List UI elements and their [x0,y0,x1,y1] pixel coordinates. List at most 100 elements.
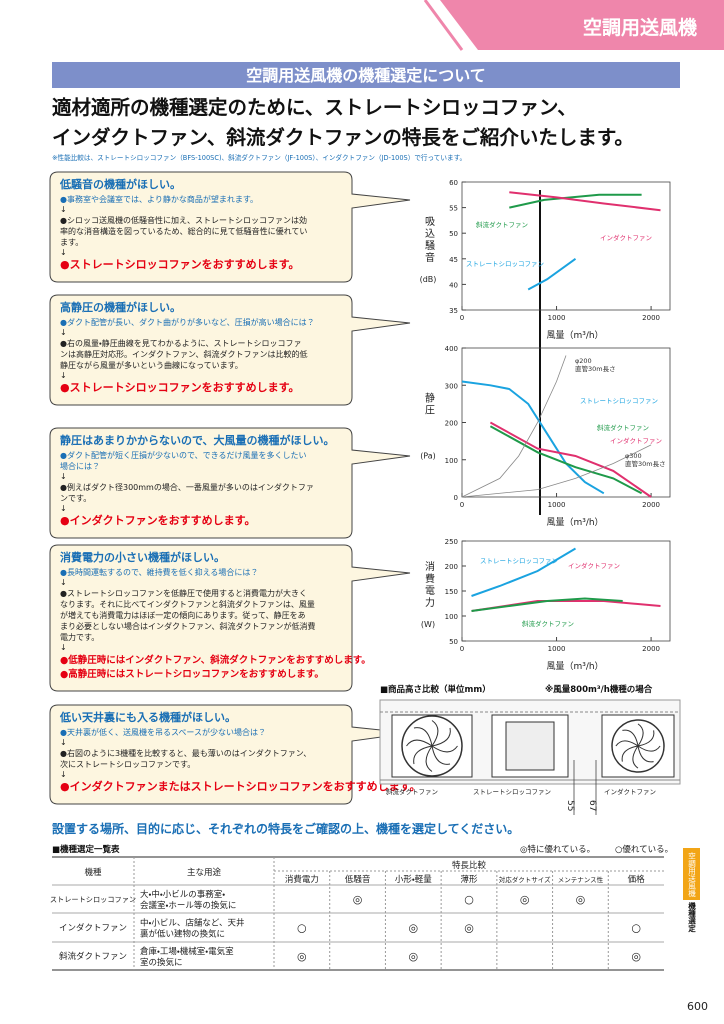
compare-note: ※風量800m³/h機種の場合 [545,684,653,695]
card: 高静圧の機種がほしい。 ●ダクト配管が長い、ダクト曲がりが多いなど、圧損が高い場合… [49,294,411,406]
compare-label: 斜流ダクトファン [386,787,438,796]
fan-blade [637,730,655,747]
fan-blade [431,745,458,753]
fan-blade [622,729,639,747]
x-tick-label: 1000 [548,501,566,509]
compare-label: ストレートシロッコファン [473,788,551,796]
card-arrow: ↓ [60,643,67,652]
fan-blade [632,745,639,769]
header-tab: 空調用送風機 [583,16,697,39]
x-tick-label: 1000 [548,645,566,653]
y-axis-label: 静圧 [423,391,435,416]
fan-blade [637,745,654,763]
y-axis-unit: (Pa) [420,452,436,461]
card-intro: ●ダクト配管が長い、ダクト曲がりが多いなど、圧損が高い場合には？ [60,317,315,327]
card-title: 静圧はあまりかからないので、大風量の機種がほしい。 [60,433,335,447]
card-detail: ます。 [60,238,83,247]
card-title: 高静圧の機種がほしい。 [60,300,181,314]
series-label: 斜流ダクトファン [476,220,528,229]
x-tick-label: 2000 [642,501,660,509]
series-label: φ200 [575,357,592,365]
card-detail: ンです。 [60,494,91,503]
table-column: 価格 [628,874,646,885]
card-arrow: ↓ [60,371,67,380]
side-tab-subtitle: 機種選定 [687,901,696,934]
card-detail: ●例えばダクト径300mmの場合、一番風量が多いのはインダクトファ [60,482,314,492]
card-arrow: ↓ [60,770,67,779]
row-mark: ○ [631,922,641,935]
header-tab-bg [440,0,724,50]
card: 低い天井裏にも入る機種がほしい。 ●天井裏が低く、送風機を吊るスペースが少ない場合… [49,704,421,805]
plot-frame [461,347,671,498]
series-line [527,257,577,291]
card-arrow: ↓ [60,472,67,481]
card-frame [49,171,411,283]
series-label: インダクトファン [600,233,652,242]
side-tab-title: 空調用送風機 [687,852,696,898]
card-recommend: ●低静圧時にはインダクトファン、斜流ダクトファンをおすすめします。 [60,654,371,666]
x-axis-label: 風量（m³/h） [546,330,603,341]
fan-blade [621,745,639,762]
row-name: ストレートシロッコファン [50,895,136,904]
card-recommend: ●ストレートシロッコファンをおすすめします。 [60,258,300,271]
card-recommend: ●インダクトファンをおすすめします。 [60,513,256,527]
card-arrow: ↓ [60,248,67,257]
x-axis-label: 風量（m³/h） [546,661,603,672]
compare-label: インダクトファン [604,787,656,796]
y-tick-label: 200 [445,420,458,428]
series-label: ストレートシロッコファン [480,557,558,565]
note: ※性能比較は、ストレートシロッコファン（BFS-100SC)、斜流ダクトファン（… [52,153,466,162]
headline: インダクトファン、斜流ダクトファンの特長をご紹介いたします。 [52,126,634,149]
x-tick-label: 2000 [642,314,660,322]
y-tick-label: 35 [449,307,458,315]
y-tick-label: 100 [445,457,458,465]
row-mark: ◎ [520,893,530,906]
row-use: 倉庫・工場・機械室・電気室 [140,946,234,957]
y-tick-label: 60 [449,179,458,187]
fan-blade [431,745,451,765]
x-tick-label: 0 [460,645,464,653]
fan-blade [431,720,439,747]
y-tick-label: 50 [449,230,458,238]
y-axis-label: 消費電力 [423,560,435,609]
card-title: 低い天井裏にも入る機種がほしい。 [59,710,236,724]
x-tick-label: 2000 [642,645,660,653]
row-use: 会議室・ホール等の換気に [140,900,236,911]
row-use: 室の換気に [140,957,183,968]
row-mark: ◎ [631,950,641,963]
table-header: 機種 [84,867,102,878]
x-tick-label: 1000 [548,314,566,322]
page-number: 600 [687,1000,708,1013]
y-tick-label: 55 [449,205,458,213]
table-column: 対応ダクトサイズ [499,875,551,884]
y-tick-label: 45 [449,256,458,264]
series-label: インダクトファン [568,561,620,570]
card: 静圧はあまりかからないので、大風量の機種がほしい。 ●ダクト配管が短く圧損が少ない… [49,427,411,539]
y-tick-label: 300 [445,382,458,390]
card-detail: ●右の風量・静圧曲線を見てわかるように、ストレートシロッコファ [60,338,301,348]
fan-blade [637,745,661,752]
row-mark: ◎ [353,893,363,906]
y-axis-unit: (W) [421,620,435,629]
series-label: ストレートシロッコファン [580,397,658,405]
x-axis-label: 風量（m³/h） [546,517,603,528]
dimension-label: 67 [587,800,597,811]
card-detail: なります。それに比べてインダクトファンと斜流ダクトファンは、風量 [60,599,315,609]
card-frame [49,704,411,805]
y-axis-label: 吸込騒音 [423,216,435,264]
card-intro: 場合には？ [60,461,100,471]
x-tick-label: 0 [460,314,464,322]
card-detail: ●ストレートシロッコファンを低静圧で使用すると消費電力が大きく [60,588,307,598]
card-recommend: ●インダクトファンまたはストレートシロッコファンをおすすめします。 [60,779,421,793]
series-line [471,547,577,597]
row-use: 裏が低い建物の換気に [140,929,225,940]
card-detail: 静圧ながら風量が多いという曲線になっています。 [60,360,243,370]
row-mark: ◎ [297,950,307,963]
card-recommend: ●高静圧時にはストレートシロッコファンをおすすめします。 [60,668,324,680]
series-line [461,444,652,498]
compare-title: ■商品高さ比較（単位mm） [380,684,491,695]
series-label: 斜流ダクトファン [597,423,649,432]
card-detail: が増えても消費電力はほぼ一定の傾向にあります。従って、静圧をあ [60,610,306,620]
y-tick-label: 40 [449,281,458,289]
